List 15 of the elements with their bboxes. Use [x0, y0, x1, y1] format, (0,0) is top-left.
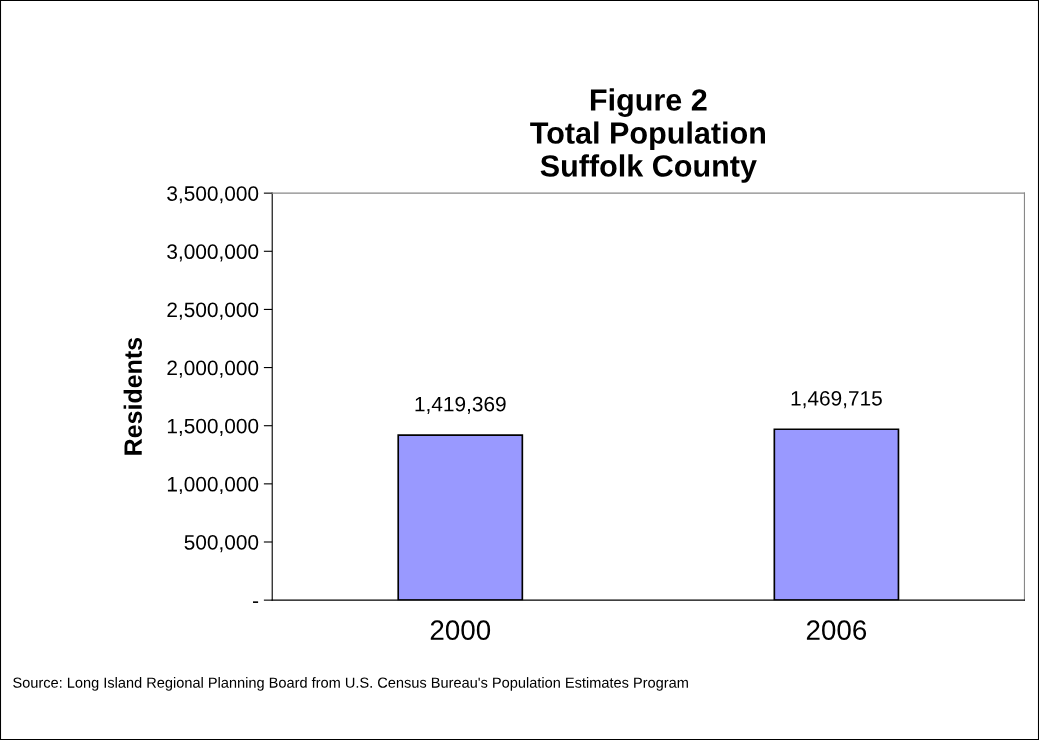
source-note: Source: Long Island Regional Planning Board from U.S. Census Bureau's Population Estimates Program [13, 677, 688, 691]
y-tick-label: 3,000,000 [167, 244, 259, 262]
y-tick-label: 1,500,000 [167, 418, 259, 436]
y-tick-label: 3,500,000 [167, 186, 259, 204]
y-tick-label: 1,000,000 [167, 476, 259, 495]
chart-title: Figure 2 Total Population Suffolk County [530, 88, 765, 183]
x-tick-label: 2000 [430, 620, 491, 640]
x-tick-label: 2006 [806, 620, 867, 640]
data-label: 1,419,369 [415, 396, 506, 414]
y-tick-label: 500,000 [184, 535, 259, 553]
data-label: 1,469,715 [791, 390, 882, 409]
y-axis-title: Residents [123, 337, 142, 455]
y-tick-label: 2,000,000 [167, 360, 259, 378]
y-tick-label: - [253, 601, 259, 603]
y-tick-label: 2,500,000 [167, 302, 259, 320]
